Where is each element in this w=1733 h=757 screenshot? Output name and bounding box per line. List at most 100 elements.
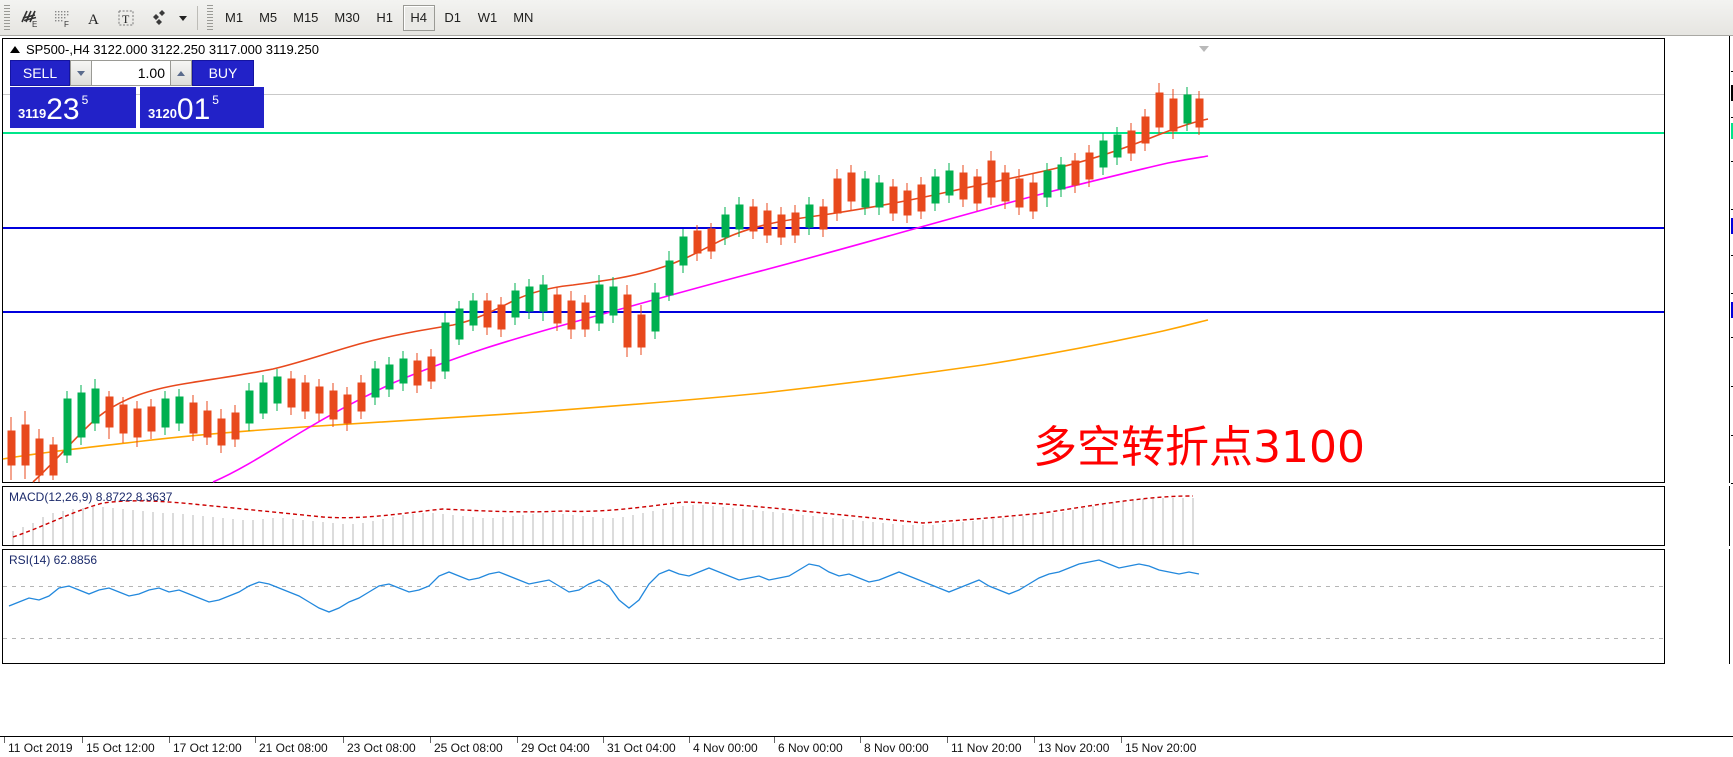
tickmark-2956 [1731,483,1733,484]
time-sep-1 [82,737,83,743]
macd-series-layer [12,495,1194,545]
time-sep-4 [343,737,344,743]
svg-text:F: F [64,20,69,29]
time-sep-5 [430,737,431,743]
svg-text:A: A [88,12,99,28]
level-line-3060[interactable] [3,227,1664,229]
buy-button[interactable]: BUY [192,60,254,86]
rsi-series-layer [8,559,1200,613]
buy-price-prefix: 3120 [148,106,177,121]
tickmark-3087 [1731,161,1733,162]
time-label-11: 11 Nov 20:00 [951,741,1022,755]
level-line-3025[interactable] [3,311,1664,313]
grid-f-icon[interactable]: F [47,3,77,33]
axis-line-price [1729,36,1730,483]
symbol-quote-text: SP500-,H4 3122.000 3122.250 3117.000 311… [26,42,319,57]
chart-annotation[interactable]: 多空转折点3100 [1033,422,1365,473]
axis-line-macd [1729,486,1730,546]
tickmark-3124 [1731,71,1733,72]
time-sep-12 [1034,737,1035,743]
sell-price-box[interactable]: 3119 23 5 [10,87,136,128]
toolbar-grip[interactable] [4,4,10,31]
time-sep-2 [169,737,170,743]
time-sep-0 [4,737,5,743]
timeframe-m1[interactable]: M1 [225,10,244,25]
time-sep-10 [860,737,861,743]
indicator-e-icon[interactable]: E [15,3,45,33]
timeframe-grip[interactable] [207,4,213,31]
time-label-2: 17 Oct 12:00 [173,741,242,755]
buy-price-main: 01 [176,93,211,126]
svg-text:E: E [32,20,37,29]
price-series-layer [2,83,1209,483]
one-click-trading-panel[interactable]: SELL 1.00 BUY 3119 23 5 3120 01 5 [10,60,264,128]
time-label-1: 15 Oct 12:00 [86,741,155,755]
time-label-7: 31 Oct 04:00 [607,741,676,755]
time-sep-8 [689,737,690,743]
time-sep-7 [603,737,604,743]
toolbar-separator [197,5,198,30]
timeframe-m5[interactable]: M5 [259,10,278,25]
sell-price-fraction: 5 [81,93,89,107]
timeframe-m30[interactable]: M30 [334,10,360,25]
axis-line-rsi [1729,549,1730,664]
level-tag-3060[interactable]: 3060.000 [1731,218,1733,234]
rsi-line [8,559,1200,613]
volume-input[interactable]: 1.00 [92,60,170,86]
macd-pane[interactable]: MACD(12,26,9) 8.8722 8.3637 [2,486,1665,546]
time-label-6: 29 Oct 04:00 [521,741,590,755]
time-label-9: 6 Nov 00:00 [778,741,843,755]
buy-price-fraction: 5 [212,93,219,107]
level-tag-3100[interactable]: 3100.000 [1731,123,1733,139]
time-sep-13 [1121,737,1122,743]
timeframe-m15[interactable]: M15 [293,10,319,25]
time-axis[interactable]: 11 Oct 2019 15 Oct 12:00 17 Oct 12:00 21… [0,736,1733,757]
timeframe-d1[interactable]: D1 [444,10,462,25]
macd-caption: MACD(12,26,9) 8.8722 8.3637 [9,490,173,504]
candlestick-series [7,83,1204,482]
tickmark-3012 [1731,337,1733,338]
ma-slow-line [2,319,1209,460]
tickmark-3068 [1731,209,1733,210]
price-axis[interactable]: 3124.150 3119.250 3105.400 3100.000 3087… [1665,36,1733,736]
ma-fast-line [32,118,1209,483]
text-box-icon[interactable]: T [111,3,141,33]
rsi-caption: RSI(14) 62.8856 [9,553,98,567]
timeframe-mn[interactable]: MN [513,10,534,25]
time-label-13: 15 Nov 20:00 [1125,741,1197,755]
tickmark-3049 [1731,255,1733,256]
time-label-8: 4 Nov 00:00 [693,741,758,755]
chart-scale-handle[interactable] [1199,39,1209,52]
collapse-triangle-icon[interactable] [10,46,20,53]
tickmark-3105 [1731,117,1733,118]
macd-histogram [12,498,1194,545]
time-sep-6 [517,737,518,743]
time-label-3: 21 Oct 08:00 [259,741,328,755]
time-sep-9 [774,737,775,743]
level-tag-3025[interactable]: 3025.000 [1731,302,1733,318]
timeframe-h4[interactable]: H4 [402,4,435,31]
timeframe-w1[interactable]: W1 [477,10,498,25]
time-label-5: 25 Oct 08:00 [434,741,503,755]
level-line-3100[interactable] [3,132,1664,134]
tickmark-2993 [1731,386,1733,387]
volume-decrease-icon[interactable] [70,60,92,86]
rsi-level-70 [3,586,1664,587]
sell-button[interactable]: SELL [10,60,70,86]
rsi-level-30 [3,638,1664,639]
price-pane[interactable]: 多空转折点3100 [2,38,1665,483]
sell-price-main: 23 [46,93,80,126]
volume-stepper[interactable]: 1.00 [70,60,192,86]
objects-dropdown-icon[interactable] [175,3,191,33]
last-price-tag: 3119.250 [1731,85,1733,101]
symbol-quote-line: SP500-,H4 3122.000 3122.250 3117.000 311… [10,42,319,57]
svg-text:T: T [122,12,130,26]
rsi-pane[interactable]: RSI(14) 62.8856 [2,549,1665,664]
chart-area[interactable]: 多空转折点3100 MACD(12,26,9) 8.8722 8.3637 [0,36,1733,757]
buy-price-box[interactable]: 3120 01 5 [140,87,264,128]
timeframe-h1[interactable]: H1 [376,10,394,25]
volume-increase-icon[interactable] [170,60,192,86]
objects-icon[interactable] [143,3,173,33]
time-sep-11 [947,737,948,743]
text-label-icon[interactable]: A [79,3,109,33]
